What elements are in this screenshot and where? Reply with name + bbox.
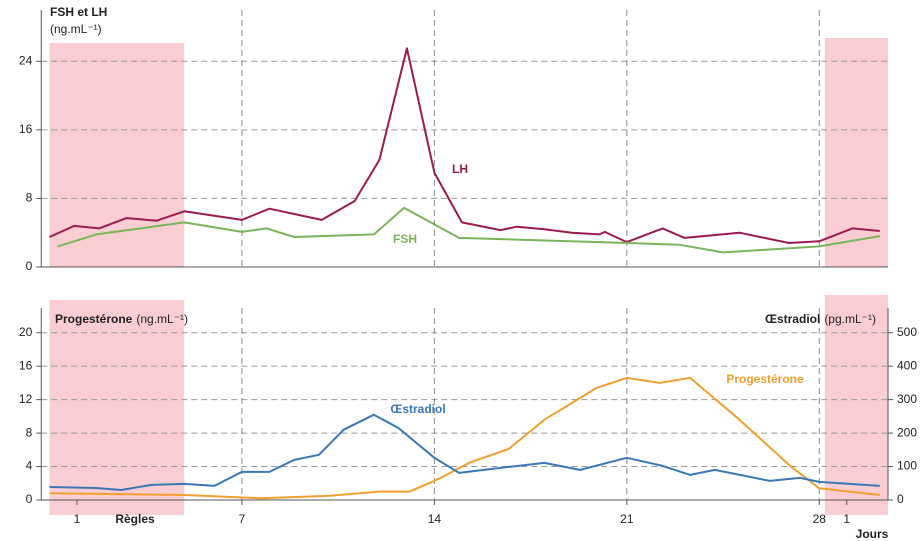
line-series bbox=[49, 47, 880, 244]
shaded-region bbox=[49, 300, 185, 515]
series-label: Œstradiol bbox=[390, 402, 445, 416]
y-tick-label: 24 bbox=[19, 53, 33, 67]
y-tick-label: 16 bbox=[19, 122, 33, 136]
annotation: Règles bbox=[115, 512, 155, 526]
y-axis-label: Progestérone (ng.mL⁻¹) bbox=[55, 312, 188, 326]
shaded-region bbox=[824, 38, 888, 267]
y2-tick-label: 400 bbox=[897, 358, 917, 372]
series-label: LH bbox=[452, 162, 468, 176]
line-series bbox=[49, 413, 880, 491]
y-tick-label: 4 bbox=[26, 459, 33, 473]
y-tick-label: 16 bbox=[19, 358, 33, 372]
x-tick-label: 1 bbox=[843, 512, 850, 526]
y2-axis-unit: (pg.mL⁻¹) bbox=[824, 312, 876, 326]
y-tick-label: 8 bbox=[26, 191, 33, 205]
line-series bbox=[49, 376, 880, 500]
x-tick-label: 28 bbox=[813, 512, 827, 526]
y2-tick-label: 500 bbox=[897, 325, 917, 339]
y-axis-label: FSH et LH bbox=[50, 5, 107, 19]
x-axis-label: Jours bbox=[856, 527, 889, 541]
y-tick-label: 8 bbox=[26, 425, 33, 439]
y2-axis-label-name: Œstradiol bbox=[765, 312, 820, 326]
y-tick-label: 0 bbox=[26, 259, 33, 273]
series-label: FSH bbox=[393, 232, 417, 246]
y-tick-label: 12 bbox=[19, 392, 33, 406]
y-axis-unit: (ng.mL⁻¹) bbox=[136, 312, 188, 326]
y2-tick-label: 200 bbox=[897, 425, 917, 439]
y2-tick-label: 0 bbox=[897, 492, 904, 506]
x-tick-label: 7 bbox=[239, 512, 246, 526]
shaded-region bbox=[824, 295, 888, 515]
y2-axis-label: Œstradiol (pg.mL⁻¹) bbox=[765, 312, 876, 326]
y-tick-label: 20 bbox=[19, 325, 33, 339]
y2-tick-label: 300 bbox=[897, 392, 917, 406]
x-tick-label: 14 bbox=[428, 512, 442, 526]
shaded-region bbox=[49, 43, 185, 267]
y2-tick-label: 100 bbox=[897, 459, 917, 473]
series-label: Progestérone bbox=[726, 372, 804, 386]
x-tick-label: 21 bbox=[620, 512, 634, 526]
y-axis-label-name: Progestérone bbox=[55, 312, 133, 326]
y-axis-unit: (ng.mL⁻¹) bbox=[50, 22, 102, 36]
line-series bbox=[57, 206, 880, 254]
x-tick-label: 1 bbox=[74, 512, 81, 526]
y-tick-label: 0 bbox=[26, 492, 33, 506]
